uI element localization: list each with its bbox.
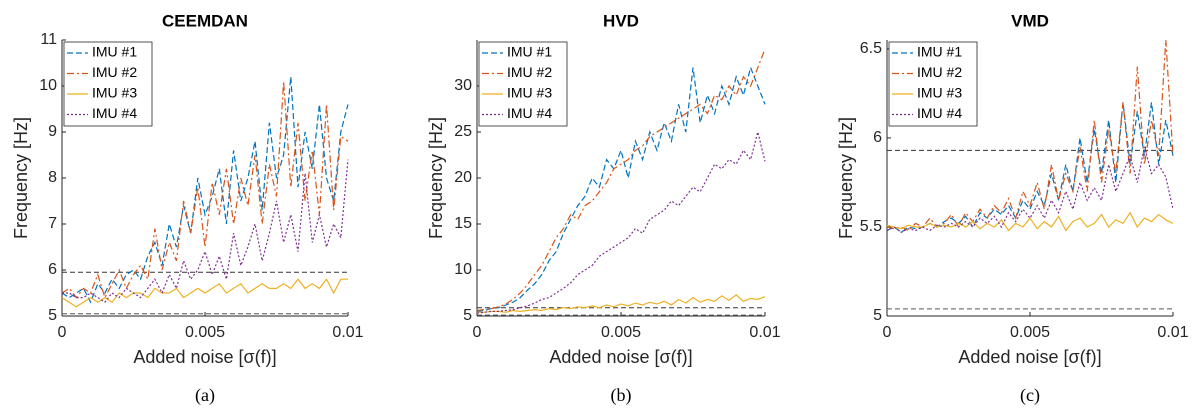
series-line xyxy=(886,146,1174,234)
series-line xyxy=(886,211,1174,232)
y-tick-label: 5 xyxy=(873,307,882,324)
x-tick-label: 0 xyxy=(58,324,67,341)
caption: (c) xyxy=(1020,385,1040,406)
y-tick-label: 10 xyxy=(454,261,472,278)
y-axis-label: Frequency [Hz] xyxy=(836,117,856,239)
legend-label: IMU #2 xyxy=(92,64,137,80)
y-tick-label: 6 xyxy=(48,261,57,278)
legend-label: IMU #3 xyxy=(507,85,552,101)
chart-title: HVD xyxy=(603,11,639,30)
series-line xyxy=(61,81,349,300)
x-tick-label: 0 xyxy=(883,324,892,341)
y-axis-label: Frequency [Hz] xyxy=(426,117,446,239)
caption: (a) xyxy=(195,385,215,406)
series-line xyxy=(477,294,766,313)
x-tick-label: 0.01 xyxy=(749,324,780,341)
x-tick-label: 0.01 xyxy=(332,324,363,341)
series-line xyxy=(886,39,1174,232)
legend-label: IMU #3 xyxy=(917,85,962,101)
y-tick-label: 5 xyxy=(463,307,472,324)
series-line xyxy=(886,102,1174,234)
y-tick-label: 11 xyxy=(40,31,57,48)
y-tick-label: 20 xyxy=(454,169,472,186)
legend-label: IMU #4 xyxy=(507,105,552,121)
chart-title: VMD xyxy=(1011,11,1049,30)
series-line xyxy=(62,159,349,304)
legend-label: IMU #1 xyxy=(917,44,962,60)
legend-label: IMU #4 xyxy=(92,105,137,121)
y-tick-label: 25 xyxy=(454,123,472,140)
legend-label: IMU #1 xyxy=(507,44,552,60)
y-tick-label: 6.5 xyxy=(860,40,882,57)
x-tick-label: 0.01 xyxy=(1157,324,1188,341)
y-tick-label: 7 xyxy=(48,215,57,232)
legend-label: IMU #2 xyxy=(917,64,962,80)
series-line xyxy=(476,131,766,314)
legend-box xyxy=(888,41,978,127)
x-tick-label: 0.005 xyxy=(185,324,225,341)
y-tick-label: 10 xyxy=(39,77,57,94)
y-tick-label: 15 xyxy=(454,215,472,232)
legend-label: IMU #2 xyxy=(507,64,552,80)
series-line xyxy=(476,65,766,312)
x-axis-label: Added noise [σ(f)] xyxy=(958,347,1101,367)
y-axis-label: Frequency [Hz] xyxy=(11,117,31,239)
series-line xyxy=(476,48,766,312)
y-tick-label: 6 xyxy=(873,129,882,146)
legend-label: IMU #3 xyxy=(92,85,137,101)
y-tick-label: 30 xyxy=(454,77,472,94)
x-axis-label: Added noise [σ(f)] xyxy=(133,347,276,367)
x-tick-label: 0.005 xyxy=(601,324,641,341)
x-tick-label: 0 xyxy=(473,324,482,341)
y-tick-label: 8 xyxy=(48,169,57,186)
y-tick-label: 5 xyxy=(48,307,57,324)
series-line xyxy=(61,76,349,304)
legend-label: IMU #1 xyxy=(92,44,137,60)
chart-title: CEEMDAN xyxy=(162,11,248,30)
x-tick-label: 0.005 xyxy=(1010,324,1050,341)
legend-label: IMU #4 xyxy=(917,105,962,121)
legend-box xyxy=(478,41,568,127)
y-tick-label: 9 xyxy=(48,123,57,140)
y-tick-label: 5.5 xyxy=(860,218,882,235)
x-axis-label: Added noise [σ(f)] xyxy=(549,347,692,367)
caption: (b) xyxy=(611,385,632,406)
series-line xyxy=(61,278,348,308)
legend-box xyxy=(63,41,153,127)
